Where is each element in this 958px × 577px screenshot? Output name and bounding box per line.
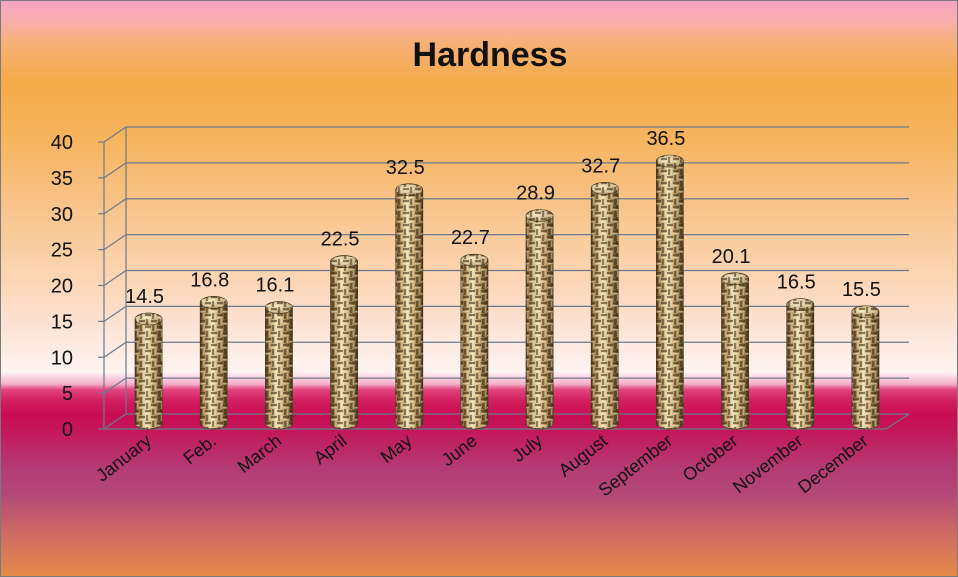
- bar: [525, 209, 554, 430]
- bar-top-cap-texture: [460, 254, 488, 267]
- bar: [330, 255, 358, 430]
- bar-top-cap-texture: [135, 312, 163, 325]
- bar: [786, 298, 815, 430]
- bar-texture: [460, 260, 488, 429]
- gridline-diagonal: [103, 413, 127, 430]
- bar-series: [134, 154, 880, 430]
- bar-texture: [786, 304, 814, 429]
- x-tick-label: March: [234, 430, 286, 477]
- bar-texture: [591, 188, 619, 429]
- bar-texture: [721, 278, 749, 429]
- y-tick-label: 25: [51, 240, 73, 262]
- bar-texture: [395, 189, 423, 429]
- y-tick-label: 35: [51, 168, 73, 190]
- y-tick-label: 0: [62, 419, 73, 441]
- bar-top-cap-texture: [265, 301, 293, 314]
- x-tick-label: May: [377, 430, 416, 467]
- gridline-diagonal: [103, 126, 127, 143]
- gridline-diagonal: [103, 341, 127, 358]
- bar-top-cap-texture: [330, 255, 358, 268]
- bar-top-cap-texture: [526, 209, 554, 222]
- y-axis-tick-labels: 0 5 10 15 20 25 30 35 40: [51, 132, 73, 441]
- bar: [395, 183, 424, 430]
- bar-top-cap-texture: [721, 272, 749, 285]
- data-label: 32.5: [386, 157, 425, 179]
- bar: [656, 154, 684, 430]
- data-labels: 14.5 16.8 16.1 22.5 32.5 22.7 28.9 32.7 36.5 20.1…: [125, 128, 881, 308]
- bar-top-cap-texture: [200, 296, 228, 309]
- data-label: 28.9: [516, 183, 555, 205]
- bar-top-cap-texture: [591, 182, 619, 195]
- bar-texture: [656, 161, 684, 430]
- data-label: 16.1: [255, 274, 294, 296]
- x-tick-label: August: [555, 430, 611, 480]
- data-label: 16.8: [190, 269, 229, 291]
- bar: [590, 181, 619, 430]
- data-label: 14.5: [125, 286, 164, 308]
- x-tick-label: November: [729, 430, 807, 497]
- x-tick-label: January: [92, 430, 155, 485]
- gridline-diagonal: [103, 162, 127, 179]
- gridline-diagonal: [103, 305, 127, 322]
- bar: [851, 305, 880, 430]
- y-tick-label: 10: [51, 347, 73, 369]
- data-label: 22.5: [321, 229, 360, 251]
- bar-texture: [851, 311, 879, 429]
- bar-texture: [135, 318, 163, 429]
- data-label: 20.1: [712, 246, 751, 268]
- bar: [134, 312, 163, 430]
- bar-top-cap-texture: [786, 298, 814, 311]
- y-tick-label: 40: [51, 132, 73, 154]
- bar-texture: [330, 261, 358, 429]
- chart-title: Hardness: [413, 36, 568, 74]
- bar-texture: [265, 307, 293, 429]
- gridline-diagonal: [103, 234, 127, 251]
- chart-axes: [98, 126, 910, 430]
- bar: [199, 296, 228, 430]
- data-label: 22.7: [451, 227, 490, 249]
- x-tick-label: April: [310, 430, 351, 468]
- data-label: 15.5: [842, 279, 881, 301]
- bar: [265, 301, 293, 430]
- bar-texture: [526, 215, 554, 429]
- gridline-diagonal: [103, 377, 127, 394]
- x-axis-tick-labels: January Feb. March April May June July AugustSe…: [92, 430, 872, 500]
- bar-top-cap-texture: [656, 155, 684, 168]
- bar-top-cap-texture: [395, 183, 423, 196]
- x-tick-label: December: [794, 430, 872, 497]
- x-tick-label: October: [679, 430, 742, 485]
- floor-right-edge: [885, 413, 910, 430]
- bar-texture: [200, 302, 228, 429]
- y-tick-label: 30: [51, 204, 73, 226]
- gridline-diagonal: [103, 270, 127, 286]
- x-tick-label: June: [438, 430, 481, 470]
- y-tick-label: 20: [51, 276, 73, 298]
- x-tick-label: Feb.: [180, 430, 221, 468]
- bar: [721, 272, 749, 430]
- data-label: 16.5: [777, 272, 816, 294]
- gridline-diagonal: [103, 198, 127, 215]
- data-label: 36.5: [646, 128, 685, 150]
- bar-top-cap-texture: [851, 305, 879, 318]
- data-label: 32.7: [581, 155, 620, 177]
- y-tick-label: 15: [51, 311, 73, 333]
- y-tick-label: 5: [62, 383, 73, 405]
- bar: [460, 253, 489, 430]
- x-tick-label: July: [509, 430, 547, 465]
